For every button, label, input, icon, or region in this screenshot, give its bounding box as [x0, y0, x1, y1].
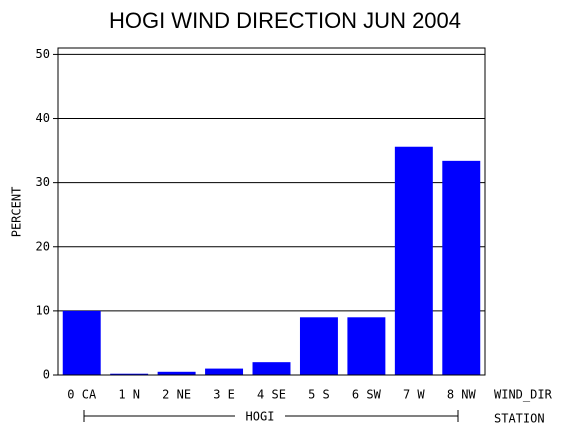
y-tick-label: 0	[43, 368, 50, 382]
y-tick-label: 10	[36, 303, 50, 317]
chart-title: HOGI WIND DIRECTION JUN 2004	[109, 8, 461, 33]
x-tick-label: 4 SE	[257, 388, 286, 402]
x-tick-label: 7 W	[403, 388, 425, 402]
bar	[205, 368, 244, 375]
bar	[157, 371, 196, 375]
y-axis-label: PERCENT	[10, 187, 24, 238]
y-tick-label: 30	[36, 175, 50, 189]
x-tick-label: 6 SW	[352, 388, 382, 402]
bar	[299, 317, 338, 375]
bar	[347, 317, 386, 375]
x-tick-label: 2 NE	[162, 388, 191, 402]
bar	[394, 146, 433, 375]
x-axis-label: WIND_DIR	[494, 388, 553, 402]
y-tick-label: 20	[36, 239, 50, 253]
y-tick-label: 50	[36, 47, 50, 61]
plot-frame	[57, 47, 486, 376]
x-tick-label: 1 N	[118, 388, 140, 402]
x-tick-label: 5 S	[308, 388, 330, 402]
x-tick-label: 8 NW	[447, 388, 477, 402]
x-tick-label: 3 E	[213, 388, 235, 402]
bar	[252, 362, 291, 375]
bar	[110, 373, 149, 375]
bar	[62, 310, 101, 375]
y-tick-label: 40	[36, 111, 50, 125]
group-axis-label: STATION	[494, 412, 545, 426]
group-label: HOGI	[246, 410, 275, 424]
x-tick-label: 0 CA	[67, 388, 97, 402]
bar	[442, 160, 481, 375]
